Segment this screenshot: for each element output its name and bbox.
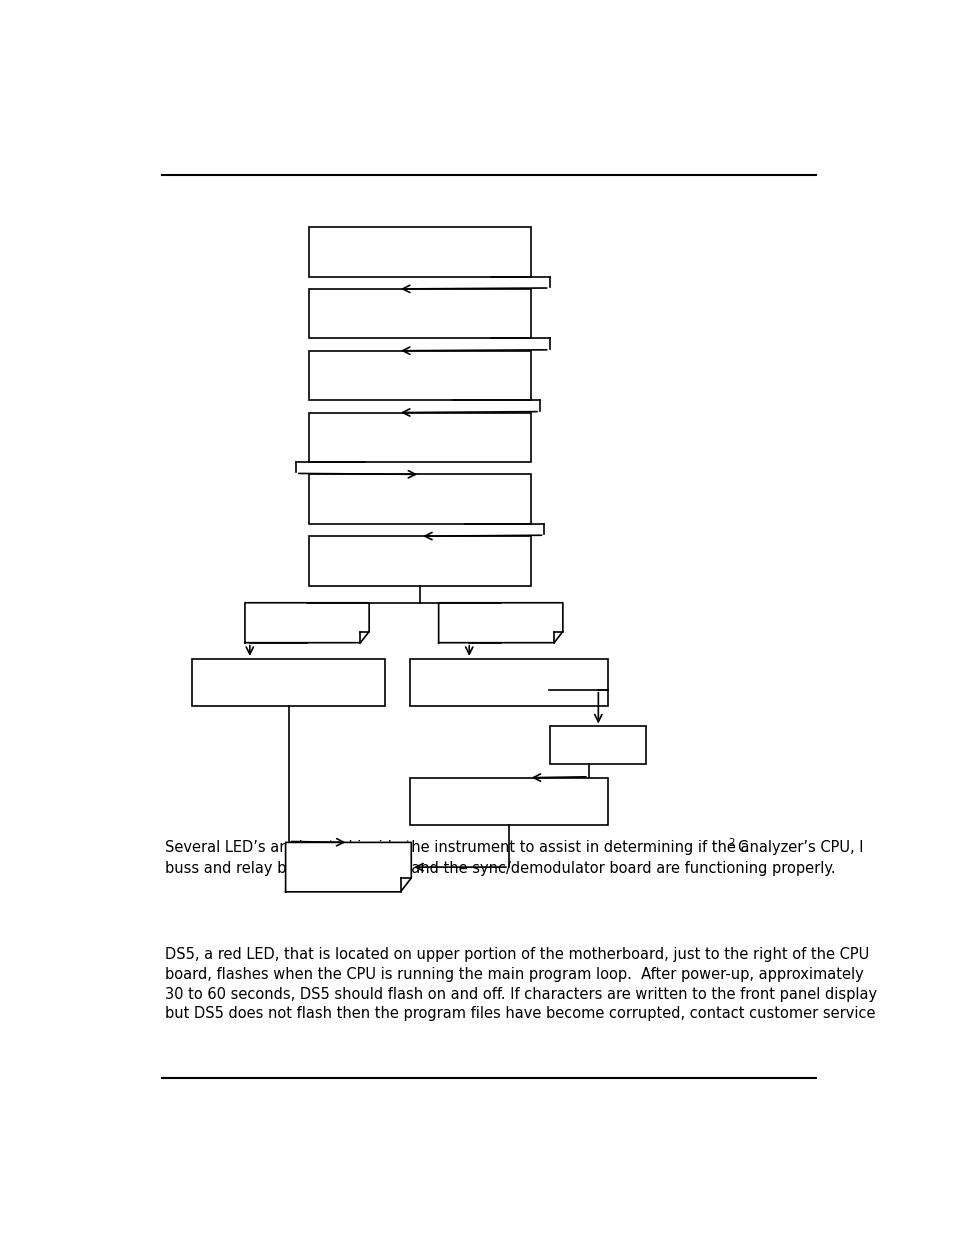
Text: DS5, a red LED, that is located on upper portion of the motherboard, just to the: DS5, a red LED, that is located on upper… bbox=[165, 947, 877, 1021]
Polygon shape bbox=[285, 842, 411, 892]
Text: Several LED’s are located inside the instrument to assist in determining if the : Several LED’s are located inside the ins… bbox=[165, 841, 862, 856]
Bar bbox=[309, 412, 531, 462]
Bar bbox=[309, 474, 531, 524]
Bar bbox=[410, 778, 607, 825]
Polygon shape bbox=[438, 603, 562, 642]
Bar bbox=[192, 658, 385, 706]
Polygon shape bbox=[245, 603, 369, 642]
Bar bbox=[309, 536, 531, 585]
Bar bbox=[309, 289, 531, 338]
Bar bbox=[550, 726, 646, 764]
Bar bbox=[410, 658, 607, 706]
Bar bbox=[309, 227, 531, 277]
Text: 2: 2 bbox=[728, 837, 734, 847]
Text: C: C bbox=[737, 841, 747, 856]
Text: buss and relay board, GFC wheel and the sync/demodulator board are functioning p: buss and relay board, GFC wheel and the … bbox=[165, 862, 835, 877]
Bar bbox=[309, 351, 531, 400]
